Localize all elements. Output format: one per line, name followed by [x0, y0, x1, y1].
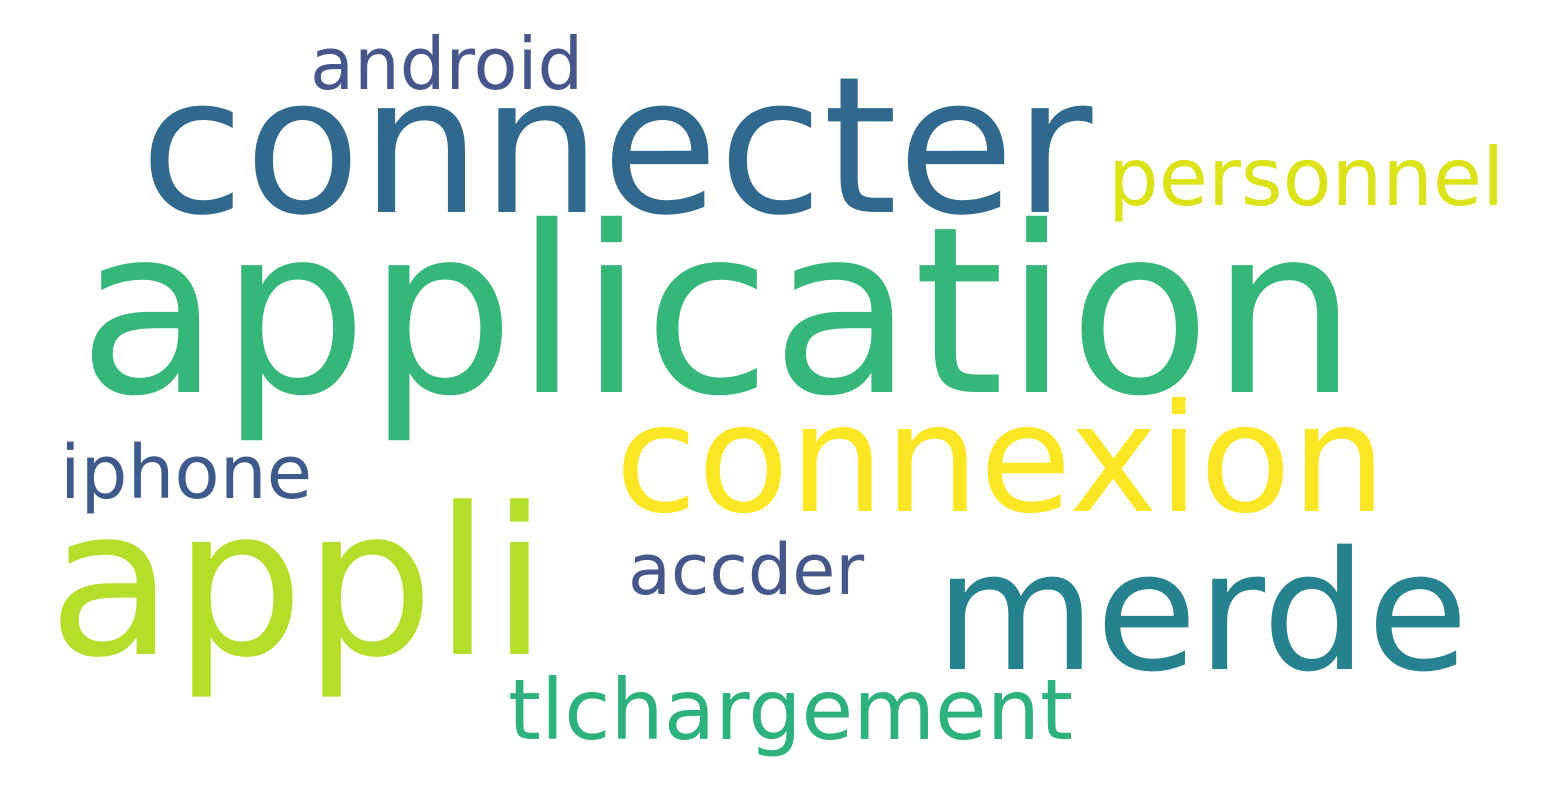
word-merde: merde	[935, 516, 1469, 708]
word-appli: appli	[48, 465, 548, 703]
word-tlchargement: tlchargement	[508, 661, 1073, 759]
word-application: application	[78, 177, 1358, 447]
word-personnel: personnel	[1108, 131, 1505, 224]
word-android: android	[310, 22, 584, 106]
word-connecter: connecter	[140, 36, 1093, 257]
word-connexion: connexion	[615, 373, 1387, 547]
word-accder: accder	[628, 529, 865, 611]
word-iphone: iphone	[60, 430, 313, 516]
